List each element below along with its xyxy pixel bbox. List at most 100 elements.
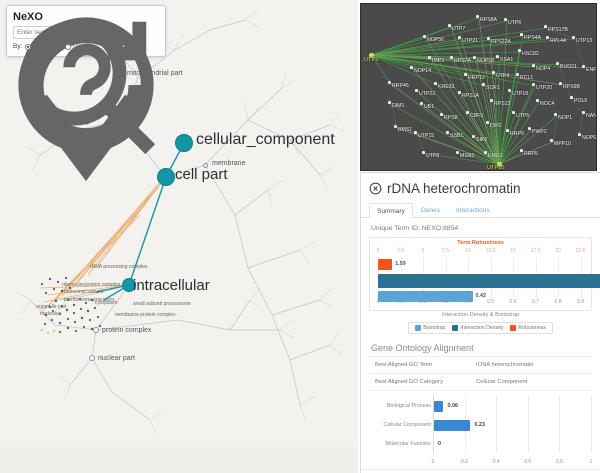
gene-node[interactable] <box>546 36 549 39</box>
gene-node[interactable] <box>528 127 531 130</box>
gene-node[interactable] <box>532 83 535 86</box>
gene-label: RPS13 <box>494 101 511 107</box>
gene-node[interactable] <box>570 96 573 99</box>
tab-summary[interactable]: Summary <box>369 203 413 218</box>
gene-node[interactable] <box>422 151 425 154</box>
gene-node[interactable] <box>446 131 449 134</box>
gene-label: NOC4 <box>540 101 555 107</box>
gene-node[interactable] <box>572 36 575 39</box>
gene-node[interactable] <box>536 99 539 102</box>
legend-item-bootstrap[interactable]: Bootstrap <box>415 325 445 331</box>
gene-node[interactable] <box>420 102 423 105</box>
gene-node[interactable] <box>482 83 485 86</box>
gene-node[interactable] <box>520 33 523 36</box>
gene-node[interactable] <box>559 82 562 85</box>
gene-label: UTP8 <box>426 153 440 159</box>
tab-interactions[interactable]: Interactions <box>455 207 490 214</box>
gene-node[interactable] <box>578 133 581 136</box>
axis-tick-top: 2.5 <box>397 248 404 254</box>
gene-node[interactable] <box>414 131 417 134</box>
search-panel[interactable]: NeXO <box>6 5 166 182</box>
go-bar-value: 0 <box>438 441 441 447</box>
protein-complex-node[interactable] <box>93 327 99 333</box>
gene-node[interactable] <box>492 71 495 74</box>
intracellular-node[interactable] <box>122 278 136 292</box>
gene-label: UTP18 <box>512 91 529 97</box>
gene-node[interactable] <box>428 56 431 59</box>
gene-node[interactable] <box>486 121 489 124</box>
go-bar-value: 0.23 <box>474 422 485 428</box>
detail-tabs: Summary Genes Interactions <box>361 200 600 218</box>
ontology-tree-canvas[interactable]: cellular_component cell part intracellul… <box>0 0 358 473</box>
gene-node[interactable] <box>484 151 487 154</box>
gene-node[interactable] <box>466 111 469 114</box>
gene-node[interactable] <box>458 91 461 94</box>
gene-node[interactable] <box>388 101 391 104</box>
gene-node[interactable] <box>388 81 391 84</box>
cell-part-node[interactable] <box>157 168 175 186</box>
go-category-label: Biological Process <box>386 403 431 409</box>
gene-node[interactable] <box>464 73 467 76</box>
chart-bar-bootstrap <box>378 291 473 302</box>
gene-interaction-network[interactable]: UTP9 UTP10 RPS8A UTP6 UTP7 RPS17B NOP56 UTP21… <box>360 3 597 171</box>
legend-label-robustness: Robustness <box>518 325 546 331</box>
gene-node[interactable] <box>458 36 461 39</box>
gene-node[interactable] <box>490 99 493 102</box>
gene-node[interactable] <box>487 37 490 40</box>
gene-node[interactable] <box>472 135 475 138</box>
term-detail-panel: rDNA heterochromatin Summary Genes Inter… <box>360 172 600 473</box>
go-axis-tick: 0.6 <box>524 459 532 465</box>
legend-item-robustness[interactable]: Robustness <box>510 325 546 331</box>
tab-genes[interactable]: Genes <box>420 207 440 214</box>
gene-label: NOP56 <box>427 37 445 43</box>
gene-node-hub-utp9[interactable] <box>369 53 374 58</box>
gene-node[interactable] <box>448 24 451 27</box>
gene-node[interactable] <box>450 56 453 59</box>
gridline <box>559 395 561 453</box>
axis-tick-bottom: 0.9 <box>577 299 584 305</box>
chevron-down-icon[interactable] <box>30 27 161 182</box>
gene-node[interactable] <box>423 35 426 38</box>
gene-label: UTP21 <box>462 38 479 44</box>
axis-tick-top: 5 <box>421 248 425 254</box>
go-alignment-chart: 0 0.2 0.4 0.6 0.8 1 Biological Process 0.06 Cell… <box>369 395 592 467</box>
gene-node[interactable] <box>512 111 515 114</box>
gene-node[interactable] <box>518 49 521 52</box>
gene-node[interactable] <box>456 151 459 154</box>
layers-icon[interactable] <box>126 449 148 468</box>
gene-node[interactable] <box>556 62 559 65</box>
gene-node[interactable] <box>520 149 523 152</box>
legend-item-interaction-density[interactable]: Interaction Density <box>452 325 503 331</box>
gene-node[interactable] <box>544 25 547 28</box>
gene-node-hub-utp10[interactable] <box>497 162 502 167</box>
page-title: rDNA heterochromatin <box>387 181 521 196</box>
cellular-component-node[interactable] <box>175 134 193 152</box>
gene-node[interactable] <box>476 15 479 18</box>
axis-tick-bottom: 0.8 <box>554 299 562 305</box>
ontology-label-cytoplasm: cytoplasm <box>95 300 118 306</box>
gene-label-utp9: UTP9 <box>364 57 379 63</box>
gene-label: MSN5 <box>460 153 475 159</box>
gene-node[interactable] <box>440 113 443 116</box>
gene-node[interactable] <box>550 139 553 142</box>
membrane-node[interactable] <box>203 163 208 168</box>
close-circle-icon[interactable] <box>369 182 382 195</box>
gene-node[interactable] <box>582 65 585 68</box>
gene-node[interactable] <box>508 89 511 92</box>
gene-node[interactable] <box>415 89 418 92</box>
gene-node[interactable] <box>516 73 519 76</box>
gene-node[interactable] <box>582 111 585 114</box>
unique-term-id: Unique Term ID: NEXO:8854 <box>371 225 459 232</box>
gene-node[interactable] <box>410 66 413 69</box>
help-icon[interactable] <box>18 17 154 153</box>
gene-node[interactable] <box>532 64 535 67</box>
gene-node[interactable] <box>434 82 437 85</box>
gene-node[interactable] <box>473 56 476 59</box>
gene-node[interactable] <box>496 55 499 58</box>
gene-node[interactable] <box>504 18 507 21</box>
nuclear-part-node[interactable] <box>89 355 95 361</box>
ontology-label-ribosomal-subunit: ribosomal subunit <box>64 289 104 295</box>
gene-node[interactable] <box>554 113 557 116</box>
gene-node[interactable] <box>506 129 509 132</box>
gene-node[interactable] <box>394 125 397 128</box>
